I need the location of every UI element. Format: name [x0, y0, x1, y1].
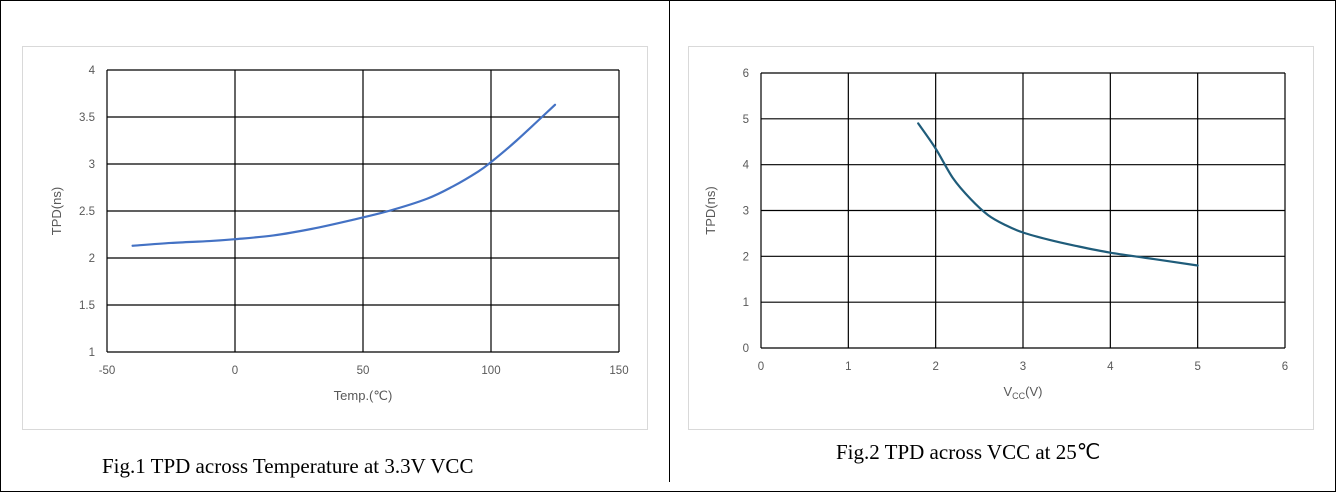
x-tick-label: 2 [932, 361, 938, 373]
x-axis-title: Temp.(℃) [334, 388, 393, 403]
chart-temperature: 1 1.5 2 2.5 3 3.5 4 -50 0 50 100 150 TPD(ns) Temp.(℃) [49, 65, 629, 403]
y-tick-label: 6 [743, 68, 749, 80]
x-tick-label: 0 [232, 365, 238, 377]
y-tick-label: 2 [743, 251, 749, 263]
y-tick-label: 4 [743, 160, 750, 172]
x-tick-label: 6 [1282, 361, 1288, 373]
y-tick-label: 3 [89, 159, 95, 171]
x-tick-label: 1 [845, 361, 851, 373]
y-axis-title: TPD(ns) [703, 186, 718, 234]
y-tick-label: 2.5 [79, 206, 95, 218]
x-tick-label: 50 [357, 365, 370, 377]
x-tick-label: 4 [1107, 361, 1114, 373]
caption-fig1: Fig.1 TPD across Temperature at 3.3V VCC [102, 454, 474, 478]
chart-vcc: 0 1 2 3 4 5 6 0 1 2 3 4 5 6 TPD(ns) VCC(V) [703, 68, 1288, 401]
y-tick-label: 1 [89, 347, 95, 359]
x-tick-label: 0 [758, 361, 764, 373]
y-tick-label: 1 [743, 297, 749, 309]
y-tick-label: 3.5 [79, 112, 95, 124]
panel-divider [669, 0, 670, 482]
y-tick-label: 5 [743, 114, 749, 126]
x-tick-label: 150 [609, 365, 628, 377]
y-tick-label: 4 [89, 65, 96, 77]
series-line [917, 122, 1199, 267]
y-tick-label: 3 [743, 206, 749, 218]
y-tick-label: 1.5 [79, 300, 95, 312]
x-tick-label: 3 [1020, 361, 1026, 373]
x-tick-label: 100 [481, 365, 500, 377]
y-axis-title: TPD(ns) [49, 187, 64, 235]
caption-fig2: Fig.2 TPD across VCC at 25℃ [836, 440, 1101, 464]
chart-temperature-panel: 1 1.5 2 2.5 3 3.5 4 -50 0 50 100 150 TPD(ns) Temp.(℃) [22, 46, 648, 430]
x-tick-label: 5 [1194, 361, 1200, 373]
x-tick-label: -50 [99, 365, 116, 377]
series-line [131, 103, 557, 247]
x-axis-title: VCC(V) [1003, 384, 1042, 401]
y-tick-label: 2 [89, 253, 95, 265]
y-tick-label: 0 [743, 343, 749, 355]
chart-vcc-panel: 0 1 2 3 4 5 6 0 1 2 3 4 5 6 TPD(ns) VCC(V) [688, 46, 1314, 430]
